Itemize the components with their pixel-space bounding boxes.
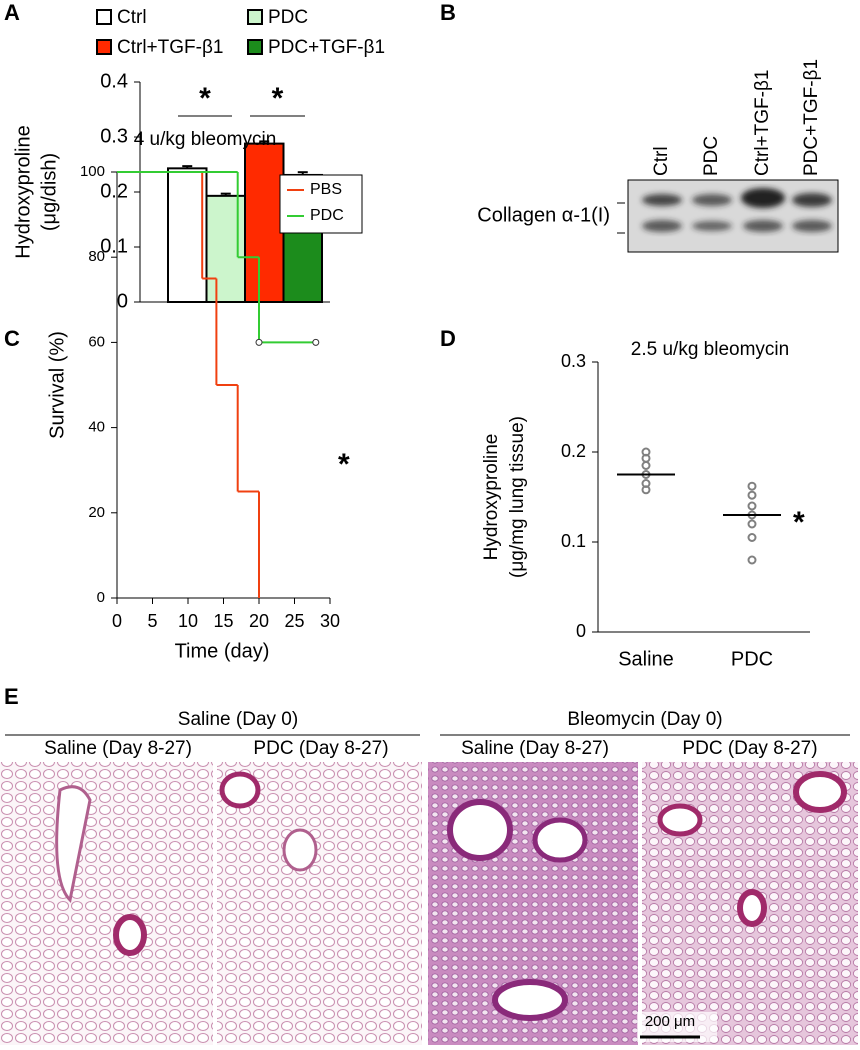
y-axis-label: Hydroxyproline xyxy=(481,434,502,561)
y-axis-label: Hydroxyproline xyxy=(12,125,34,258)
censor-marker xyxy=(312,338,320,346)
panel-label: D xyxy=(440,326,456,351)
bar xyxy=(167,167,208,303)
legend-swatch xyxy=(247,39,263,55)
legend-label: Ctrl xyxy=(117,7,147,28)
data-point xyxy=(641,461,651,470)
legend-label: Ctrl+TGF-β1 xyxy=(117,37,223,58)
panel-title: Saline (Day 8-27) xyxy=(461,738,609,759)
chart-title: 4 u/kg bleomycin xyxy=(134,129,277,150)
lane-label: Ctrl+TGF-β1 xyxy=(752,70,773,176)
x-tick-label: 0 xyxy=(112,611,122,631)
y-axis-label: (μg/mg lung tissue) xyxy=(507,416,528,578)
x-tick-label: Saline xyxy=(618,648,674,670)
y-axis-label: (μg/dish) xyxy=(38,153,60,231)
data-point xyxy=(747,501,757,511)
bar xyxy=(244,142,285,303)
significance-star: * xyxy=(272,82,284,115)
legend-swatch xyxy=(96,39,112,55)
y-tick-label: 0 xyxy=(117,290,128,312)
data-point xyxy=(747,519,757,529)
x-axis-label: Time (day) xyxy=(175,640,270,662)
legend-swatch xyxy=(247,9,263,25)
data-point xyxy=(747,490,757,500)
legend-label: PDC xyxy=(310,207,344,224)
legend-swatch xyxy=(96,9,112,25)
x-tick-label: 15 xyxy=(213,611,233,631)
legend-box xyxy=(279,174,363,234)
y-tick-label: 80 xyxy=(88,248,105,265)
y-tick-label: 0.2 xyxy=(100,180,128,202)
bar xyxy=(205,194,246,304)
blot-label: Collagen α-1(I) xyxy=(477,204,610,226)
panel-label: A xyxy=(4,0,20,25)
group-title: Saline (Day 0) xyxy=(178,709,298,730)
chart-title: 2.5 u/kg bleomycin xyxy=(631,339,789,360)
y-tick-label: 0.1 xyxy=(100,235,128,257)
significance-star: * xyxy=(199,82,211,115)
y-tick-label: 40 xyxy=(88,419,105,436)
panel-title: PDC (Day 8-27) xyxy=(253,738,388,759)
blot-image xyxy=(617,179,839,253)
significance-star: * xyxy=(793,506,805,539)
panel-title: PDC (Day 8-27) xyxy=(682,738,817,759)
data-point xyxy=(747,533,757,542)
data-point xyxy=(641,485,651,495)
lane-label: PDC xyxy=(701,136,722,176)
data-point xyxy=(747,555,757,565)
y-axis-label: Survival (%) xyxy=(46,331,68,439)
y-tick-label: 0.2 xyxy=(561,441,586,461)
x-tick-label: 10 xyxy=(178,611,198,631)
x-tick-label: PDC xyxy=(731,648,773,670)
lane-label: PDC+TGF-β1 xyxy=(801,59,822,176)
lane-label: Ctrl xyxy=(651,146,672,176)
panel-title: Saline (Day 8-27) xyxy=(44,738,192,759)
panel-label: B xyxy=(440,0,456,25)
histology-images xyxy=(0,762,858,1045)
group-title: Bleomycin (Day 0) xyxy=(567,709,722,730)
y-tick-label: 0 xyxy=(576,621,586,641)
panel-label: E xyxy=(4,684,19,709)
y-tick-label: 0.3 xyxy=(100,125,128,147)
censor-marker xyxy=(255,338,263,346)
panel-label: C xyxy=(4,326,20,351)
scale-bar-label: 200 μm xyxy=(645,1013,695,1030)
x-tick-label: 25 xyxy=(284,611,304,631)
x-tick-label: 30 xyxy=(320,611,340,631)
y-tick-label: 60 xyxy=(88,333,105,350)
data-point xyxy=(747,481,757,491)
y-tick-label: 0.3 xyxy=(561,351,586,371)
y-tick-label: 0.1 xyxy=(561,531,586,551)
y-tick-label: 100 xyxy=(80,163,105,180)
significance-star: * xyxy=(338,448,350,481)
x-tick-label: 5 xyxy=(147,611,157,631)
legend-label: PDC xyxy=(268,7,308,28)
y-tick-label: 20 xyxy=(88,504,105,521)
x-tick-label: 20 xyxy=(249,611,269,631)
y-tick-label: 0 xyxy=(97,589,105,606)
legend-label: PBS xyxy=(310,181,342,198)
y-tick-label: 0.4 xyxy=(100,70,128,92)
legend-label: PDC+TGF-β1 xyxy=(268,37,385,58)
